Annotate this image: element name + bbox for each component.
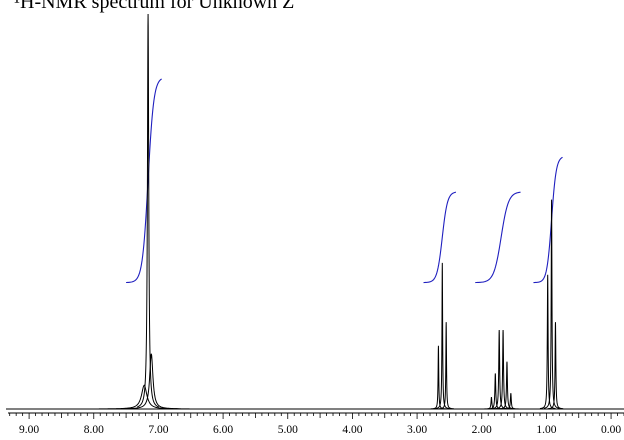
spectrum-peak	[137, 13, 160, 408]
spectrum-trace	[6, 13, 624, 410]
x-tick-label: 1.00	[536, 424, 556, 436]
x-tick-label: 7.00	[148, 424, 168, 436]
x-tick-label: 5.00	[278, 424, 298, 436]
spectrum-peak	[543, 199, 560, 409]
x-tick-label: 3.00	[407, 424, 427, 436]
spectrum-peak	[98, 384, 190, 410]
x-tick-label: 2.00	[472, 424, 492, 436]
spectrum-peak	[547, 322, 564, 410]
ppm-axis: 9.00 8.00 7.00 6.00 5.00 4.00 3.00 2.00 1.00 0.00	[8, 412, 624, 436]
integral-curve	[126, 78, 162, 284]
minor-ticks	[9, 413, 624, 419]
x-tick-label: 9.00	[19, 424, 39, 436]
chart-title: ¹H-NMR spectrum for Unknown Z	[14, 0, 295, 13]
spectrum-peak	[539, 274, 556, 410]
x-tick-labels: 9.00 8.00 7.00 6.00 5.00 4.00 3.00 2.00 1.00 0.00	[19, 424, 621, 436]
integral-curve	[475, 191, 521, 284]
spectrum-peak	[491, 329, 508, 410]
integral-curve	[423, 191, 456, 284]
spectrum-peak	[499, 361, 515, 410]
spectrum-peak	[434, 262, 451, 410]
spectrum-peak	[430, 345, 447, 410]
integral-curves	[126, 78, 563, 284]
spectrum-peak	[503, 393, 519, 410]
x-tick-label: 0.00	[601, 424, 621, 436]
x-tick-label: 8.00	[84, 424, 104, 436]
x-tick-label: 4.00	[342, 424, 362, 436]
spectrum-peak	[438, 322, 454, 410]
x-tick-label: 6.00	[213, 424, 233, 436]
integral-curve	[533, 156, 563, 284]
